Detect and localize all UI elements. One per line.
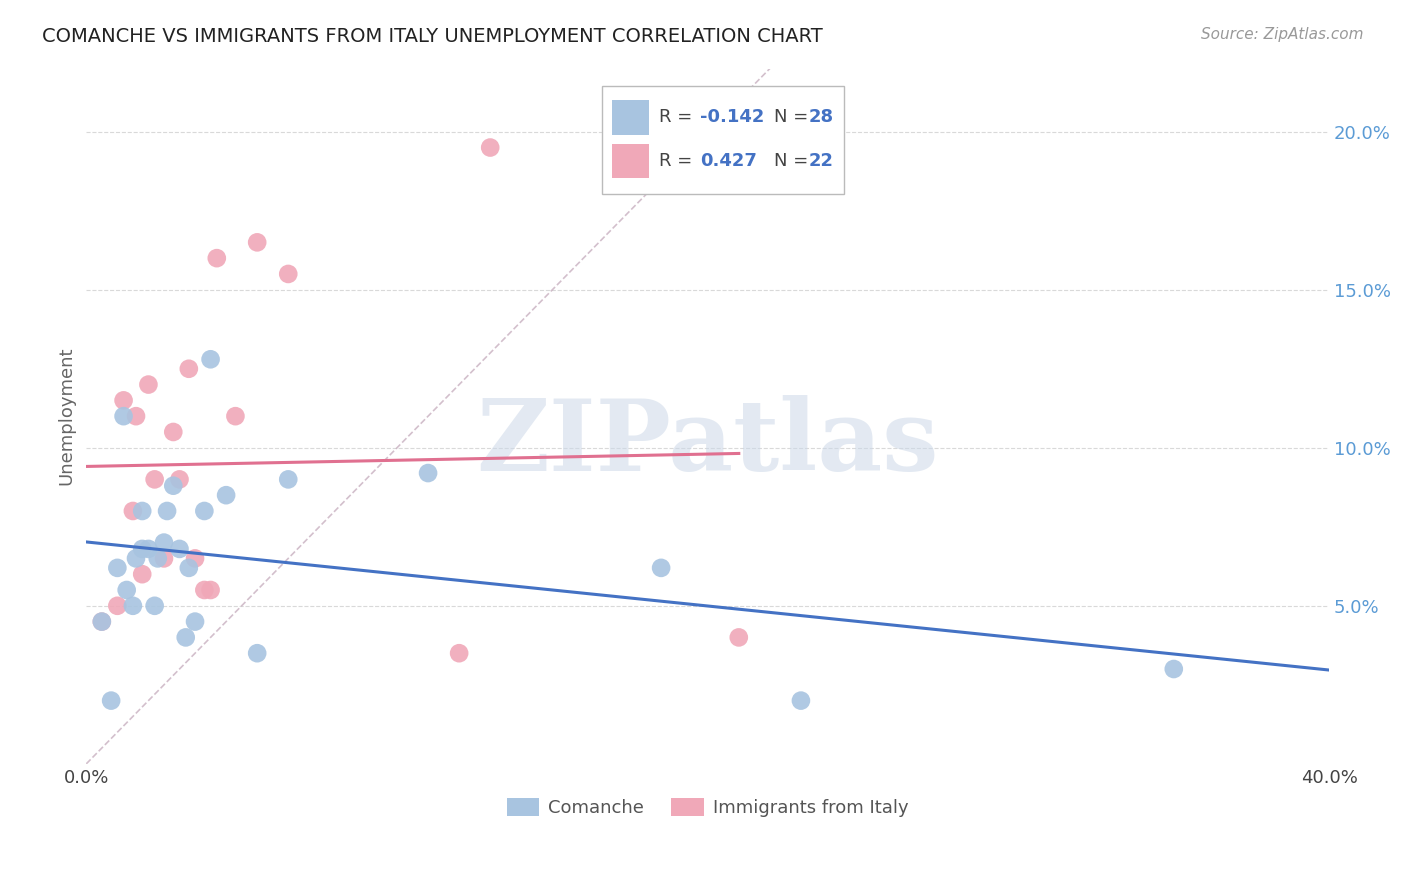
Point — [125, 551, 148, 566]
Point — [193, 582, 215, 597]
Point — [143, 472, 166, 486]
Point — [90, 615, 112, 629]
Text: 28: 28 — [808, 108, 834, 126]
Text: 0.427: 0.427 — [700, 152, 758, 170]
Text: N =: N = — [773, 108, 814, 126]
Point — [162, 425, 184, 439]
Point — [727, 631, 749, 645]
Point — [790, 693, 813, 707]
Point — [122, 599, 145, 613]
Point — [153, 535, 176, 549]
Bar — [612, 144, 650, 178]
Point — [156, 504, 179, 518]
Text: ZIPatlas: ZIPatlas — [477, 395, 939, 492]
Bar — [612, 100, 650, 135]
Point — [122, 504, 145, 518]
Point — [112, 393, 135, 408]
Text: R =: R = — [659, 108, 699, 126]
Point — [246, 646, 269, 660]
Point — [162, 479, 184, 493]
Point — [224, 409, 246, 424]
Text: 22: 22 — [808, 152, 834, 170]
Point — [125, 409, 148, 424]
Point — [100, 693, 122, 707]
Text: COMANCHE VS IMMIGRANTS FROM ITALY UNEMPLOYMENT CORRELATION CHART: COMANCHE VS IMMIGRANTS FROM ITALY UNEMPL… — [42, 27, 823, 45]
Point — [112, 409, 135, 424]
Text: N =: N = — [773, 152, 814, 170]
Text: Source: ZipAtlas.com: Source: ZipAtlas.com — [1201, 27, 1364, 42]
Point — [449, 646, 471, 660]
Legend: Comanche, Immigrants from Italy: Comanche, Immigrants from Italy — [499, 790, 915, 824]
Point — [143, 599, 166, 613]
Point — [1163, 662, 1185, 676]
Point — [138, 377, 160, 392]
Point — [184, 551, 207, 566]
Point — [215, 488, 238, 502]
Point — [105, 561, 128, 575]
Point — [90, 615, 112, 629]
Point — [138, 541, 160, 556]
Point — [200, 582, 222, 597]
Point — [193, 504, 215, 518]
Point — [177, 361, 200, 376]
Point — [650, 561, 672, 575]
Point — [277, 472, 299, 486]
Text: R =: R = — [659, 152, 699, 170]
Point — [174, 631, 197, 645]
Point — [169, 472, 191, 486]
Point — [131, 541, 153, 556]
Point — [115, 582, 138, 597]
Point — [131, 504, 153, 518]
Point — [105, 599, 128, 613]
Point — [277, 267, 299, 281]
Point — [177, 561, 200, 575]
FancyBboxPatch shape — [602, 86, 845, 194]
Point — [153, 551, 176, 566]
Point — [184, 615, 207, 629]
Point — [205, 251, 228, 265]
Point — [146, 551, 169, 566]
Point — [416, 466, 439, 480]
Text: -0.142: -0.142 — [700, 108, 765, 126]
Point — [246, 235, 269, 250]
Point — [131, 567, 153, 582]
Point — [169, 541, 191, 556]
Point — [200, 352, 222, 367]
Point — [479, 140, 502, 154]
Y-axis label: Unemployment: Unemployment — [58, 347, 75, 485]
